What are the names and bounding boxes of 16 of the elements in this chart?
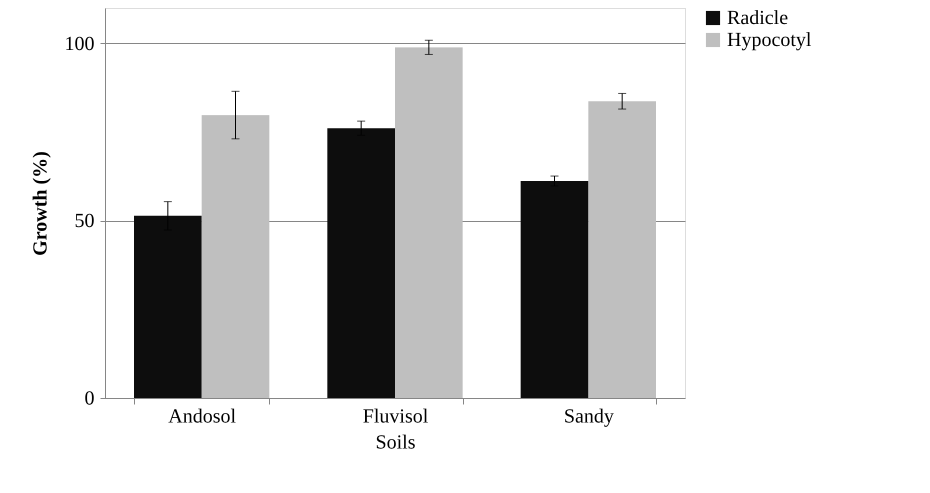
bar	[395, 47, 463, 398]
x-tick-label: Fluvisol	[362, 406, 429, 428]
bar	[588, 101, 656, 398]
x-tick-label: Sandy	[564, 406, 614, 428]
bar	[327, 128, 395, 398]
y-tick-label: 0	[84, 388, 94, 410]
bar	[520, 181, 588, 398]
x-axis-title: Soils	[375, 432, 416, 454]
x-tick-label: Andosol	[168, 406, 236, 428]
y-tick-label: 100	[64, 32, 94, 55]
legend-label: Radicle	[727, 7, 788, 29]
legend-label: Hypocotyl	[727, 29, 812, 51]
bar	[202, 115, 270, 398]
bar	[134, 216, 202, 398]
y-tick-label: 50	[74, 210, 94, 232]
y-axis-title: Growth (%)	[30, 151, 52, 256]
